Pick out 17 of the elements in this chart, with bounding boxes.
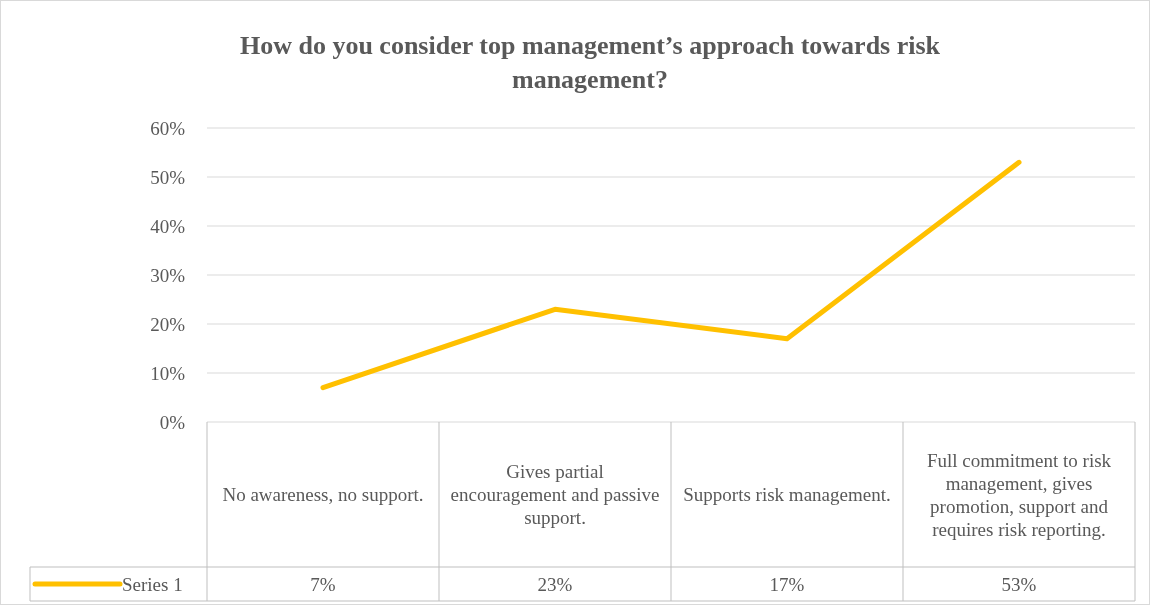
text: 23% (537, 573, 573, 595)
text: 7% (310, 573, 336, 595)
y-tick-label: 30% (150, 264, 186, 286)
text: 53% (1001, 573, 1037, 595)
legend-label: Series 1 (122, 573, 183, 595)
x-tick-label: Gives partial encouragement and passive support. (450, 461, 660, 529)
x-tick-label: No awareness, no support. (222, 484, 424, 506)
chart-title: How do you consider top management’s approach towards risk management? (239, 31, 941, 94)
y-tick-label: 0% (159, 411, 186, 433)
y-tick-label: 50% (150, 166, 186, 188)
y-tick-label: 10% (150, 362, 186, 384)
y-tick-label: 20% (150, 313, 186, 335)
x-tick-label: Full commitment to risk management, gives promotion, support and requires risk reporting. (926, 449, 1112, 540)
y-tick-label: 40% (150, 215, 186, 237)
y-tick-label: 60% (150, 117, 186, 139)
x-tick-label: Supports risk management. (683, 484, 891, 506)
text: 17% (769, 573, 805, 595)
